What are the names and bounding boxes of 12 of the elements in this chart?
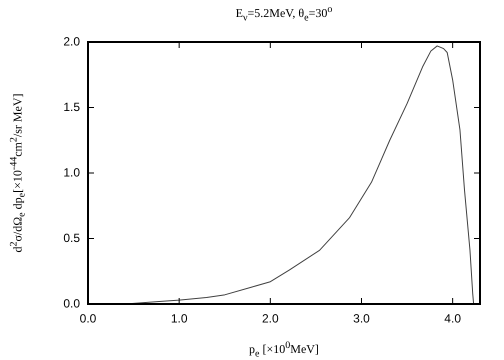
y-tick-label: 1.5: [63, 100, 80, 114]
x-tick-label: 2.0: [262, 312, 279, 326]
x-axis-title: p$_{e}$ [×10$^{0}$MeV]: [249, 340, 319, 360]
y-tick-label: 0.0: [63, 296, 80, 310]
y-tick-label: 0.5: [63, 230, 80, 245]
x-tick-label: 0.0: [80, 312, 97, 326]
x-tick-label: 3.0: [353, 312, 370, 326]
x-tick-label: 1.0: [170, 312, 188, 326]
y-tick-label: 1.0: [63, 165, 80, 180]
x-tick-label: 4.0: [444, 312, 462, 326]
chart-title: E$_{ν}$=5.2MeV, θ$_{e}$=30$^{o}$: [236, 4, 332, 24]
y-tick-label: 2.0: [63, 34, 80, 48]
